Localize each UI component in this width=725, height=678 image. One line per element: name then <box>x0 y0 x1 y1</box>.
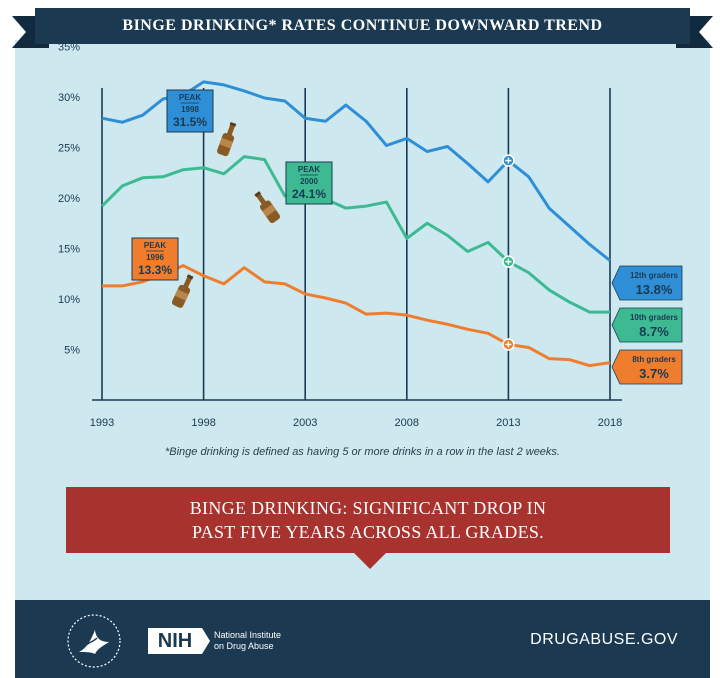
nih-logo-tail <box>202 628 210 654</box>
y-tick-15: 15% <box>58 244 80 256</box>
callout-line-1: BINGE DRINKING: SIGNIFICANT DROP IN <box>189 498 547 518</box>
peak-year-1: 2000 <box>300 177 318 186</box>
callout-box: BINGE DRINKING: SIGNIFICANT DROP IN PAST… <box>66 487 670 553</box>
x-tick-1993: 1993 <box>90 417 114 429</box>
marker-cross-2013-2 <box>505 341 512 348</box>
series-line-1 <box>100 155 610 314</box>
y-tick-25: 25% <box>58 143 80 155</box>
end-label-name-0: 12th graders <box>630 271 679 280</box>
peak-value-1: 24.1% <box>292 187 326 201</box>
nih-institute-name: National Institute on Drug Abuse <box>214 630 294 652</box>
nih-text-line-2: on Drug Abuse <box>214 641 274 651</box>
footnote: *Binge drinking is defined as having 5 o… <box>165 446 560 458</box>
end-label-name-2: 8th graders <box>632 355 676 364</box>
footer-bar <box>15 600 710 678</box>
end-label-value-0: 13.8% <box>636 282 673 297</box>
peak-box-1 <box>285 161 333 205</box>
end-label-box-2 <box>611 349 683 385</box>
peak-value-2: 13.3% <box>138 263 172 277</box>
marker-cross-2013-1 <box>505 258 512 265</box>
nih-text-line-1: National Institute <box>214 630 282 640</box>
y-tick-20: 20% <box>58 193 80 205</box>
bottle-icon-1 <box>254 191 281 224</box>
site-link[interactable]: DRUGABUSE.GOV <box>530 631 678 648</box>
callout-arrow <box>354 553 386 569</box>
peak-label-2: PEAK <box>144 241 166 250</box>
y-tick-10: 10% <box>58 294 80 306</box>
x-tick-2003: 2003 <box>293 417 317 429</box>
x-tick-1998: 1998 <box>191 417 215 429</box>
end-label-value-2: 3.7% <box>639 366 669 381</box>
peak-year-0: 1998 <box>181 105 199 114</box>
y-tick-35: 35% <box>58 42 80 54</box>
hhs-eagle-icon <box>67 614 121 668</box>
ribbon-banner: BINGE DRINKING* RATES CONTINUE DOWNWARD … <box>35 8 690 44</box>
peak-year-2: 1996 <box>146 253 164 262</box>
end-label-name-1: 10th graders <box>630 313 679 322</box>
nih-logo[interactable]: NIH <box>148 628 202 654</box>
y-tick-5: 5% <box>64 345 80 357</box>
callout-line-2: PAST FIVE YEARS ACROSS ALL GRADES. <box>192 522 544 542</box>
title-ribbon: BINGE DRINKING* RATES CONTINUE DOWNWARD … <box>0 8 725 48</box>
peak-label-0: PEAK <box>179 93 201 102</box>
end-label-box-0 <box>611 265 683 301</box>
peak-box-2 <box>131 237 179 281</box>
x-tick-2013: 2013 <box>496 417 520 429</box>
peak-box-0 <box>166 89 214 133</box>
peak-value-0: 31.5% <box>173 115 207 129</box>
marker-cross-2013-0 <box>505 157 512 164</box>
x-tick-2008: 2008 <box>395 417 419 429</box>
y-tick-30: 30% <box>58 92 80 104</box>
chart-title: BINGE DRINKING* RATES CONTINUE DOWNWARD … <box>122 17 603 34</box>
bottle-icon-0 <box>217 121 237 157</box>
x-tick-2018: 2018 <box>598 417 622 429</box>
peak-label-1: PEAK <box>298 165 320 174</box>
end-label-value-1: 8.7% <box>639 324 669 339</box>
series-line-2 <box>102 264 611 368</box>
bottle-icon-2 <box>171 274 194 308</box>
end-label-box-1 <box>611 307 683 343</box>
